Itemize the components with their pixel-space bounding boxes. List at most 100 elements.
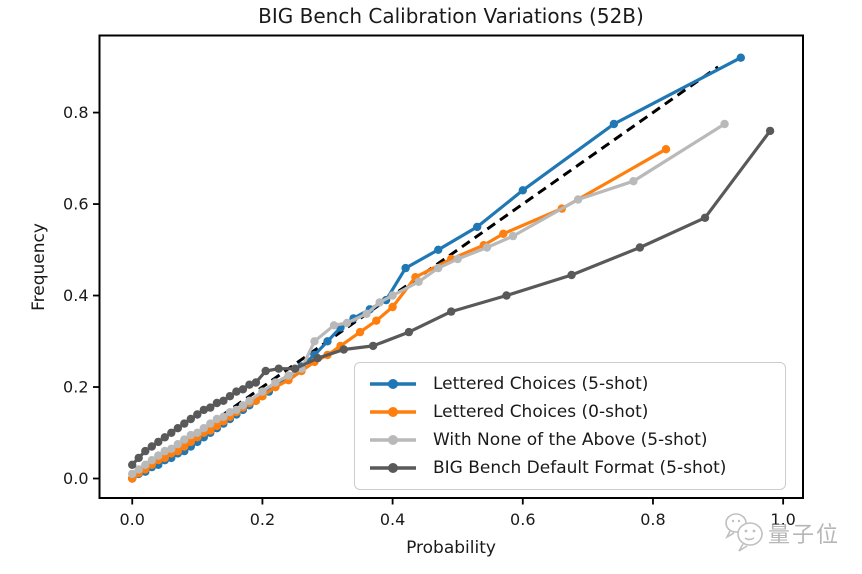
legend-item-2: With None of the Above (5-shot) [363,426,775,454]
series-2-point [128,469,137,479]
y-tick-label-4: 0.8 [63,103,88,122]
series-1-point [160,453,169,463]
series-3-point [339,345,348,354]
series-3-point [502,291,511,300]
series-3-point [212,398,222,408]
x-tick-label-3: 0.6 [510,510,535,529]
series-3-point [225,392,235,401]
series-2-point [193,428,202,437]
series-3-point [251,378,261,387]
series-3-point [219,396,228,405]
legend-label: Lettered Choices (0-shot) [433,402,649,422]
series-3-point [199,405,208,415]
series-2-point [154,451,163,460]
series-2-point [160,446,169,456]
legend-label: BIG Bench Default Format (5-shot) [433,458,727,478]
series-0-point [323,337,332,346]
series-2-point [219,412,228,421]
legend-item-0: Lettered Choices (5-shot) [363,370,775,398]
series-2-point [147,456,156,465]
series-2-point [271,378,280,387]
series-1-point [212,421,222,431]
series-3-point [700,213,710,222]
series-2-point [173,440,182,449]
legend-label: With None of the Above (5-shot) [433,430,708,450]
series-2-point [629,177,638,186]
series-2-point [388,291,397,300]
series-2-point [206,419,215,428]
series-3-point [368,341,378,351]
series-1-point [206,426,215,435]
chart-title: BIG Bench Calibration Variations (52B) [258,4,644,28]
series-2-point [225,408,235,417]
series-0-point [434,245,443,254]
series-3-point [193,410,202,419]
series-3-point [404,327,414,337]
x-axis-label: Probability [406,538,496,558]
series-2-point [232,405,241,415]
series-3-point [447,307,456,316]
series-2-point [258,387,267,396]
series-3-point [128,460,137,469]
axes-frame [98,34,804,499]
legend-marker-icon [370,379,416,389]
series-3-point [180,419,189,428]
series-3-point [167,428,176,437]
series-3-point [261,366,270,376]
series-2-point [199,424,208,433]
series-1-point [372,316,381,325]
series-1-point [180,442,189,451]
legend-marker-icon [370,407,416,417]
series-2-point [414,277,423,286]
series-2-point [134,465,143,474]
series-3-point [765,126,775,136]
legend-box: Lettered Choices (5-shot) Lettered Choice… [354,362,786,490]
series-3-point [147,442,156,451]
series-3-point [245,380,254,389]
series-2-point [186,430,195,440]
y-tick-label-0: 0.0 [63,469,88,488]
y-axis-label: Frequency [29,223,49,311]
x-tick-label-5: 1.0 [770,510,795,529]
series-0-point [736,53,745,62]
series-2-point [342,318,352,328]
series-2-point [141,460,150,469]
series-3-point [134,453,143,463]
series-2-point [508,231,518,241]
series-1-point [661,145,671,154]
series-2-point [362,309,371,318]
series-0-point [609,119,619,129]
series-3-point [232,387,241,396]
series-3-point [567,270,576,280]
series-3-point [635,243,645,252]
series-0-point [401,263,410,273]
y-tick-label-3: 0.6 [63,195,88,214]
series-2-point [453,254,462,264]
series-2-point [238,401,248,410]
series-3-point [154,437,163,447]
series-3-point [238,385,248,394]
legend-marker-icon [370,463,416,473]
x-tick-label-4: 0.8 [640,510,665,529]
series-2-point [434,263,443,273]
legend-item-3: BIG Bench Default Format (5-shot) [363,454,775,482]
series-0-point [473,222,482,232]
series-3-point [141,446,150,456]
legend-label: Lettered Choices (5-shot) [433,374,649,394]
series-2-point [482,243,492,252]
series-1-point [186,437,195,447]
series-2-point [329,321,339,330]
y-tick-label-1: 0.2 [63,378,88,397]
legend-marker-icon [370,435,416,445]
series-3-point [186,414,195,424]
series-3-point [173,424,182,433]
series-1-point [173,446,182,456]
series-0-point [518,186,527,195]
series-2-point [167,444,176,453]
series-3-point [313,354,322,363]
x-tick-label-0: 0.0 [120,510,145,529]
y-tick-label-2: 0.4 [63,286,88,305]
series-2-point [212,414,222,424]
